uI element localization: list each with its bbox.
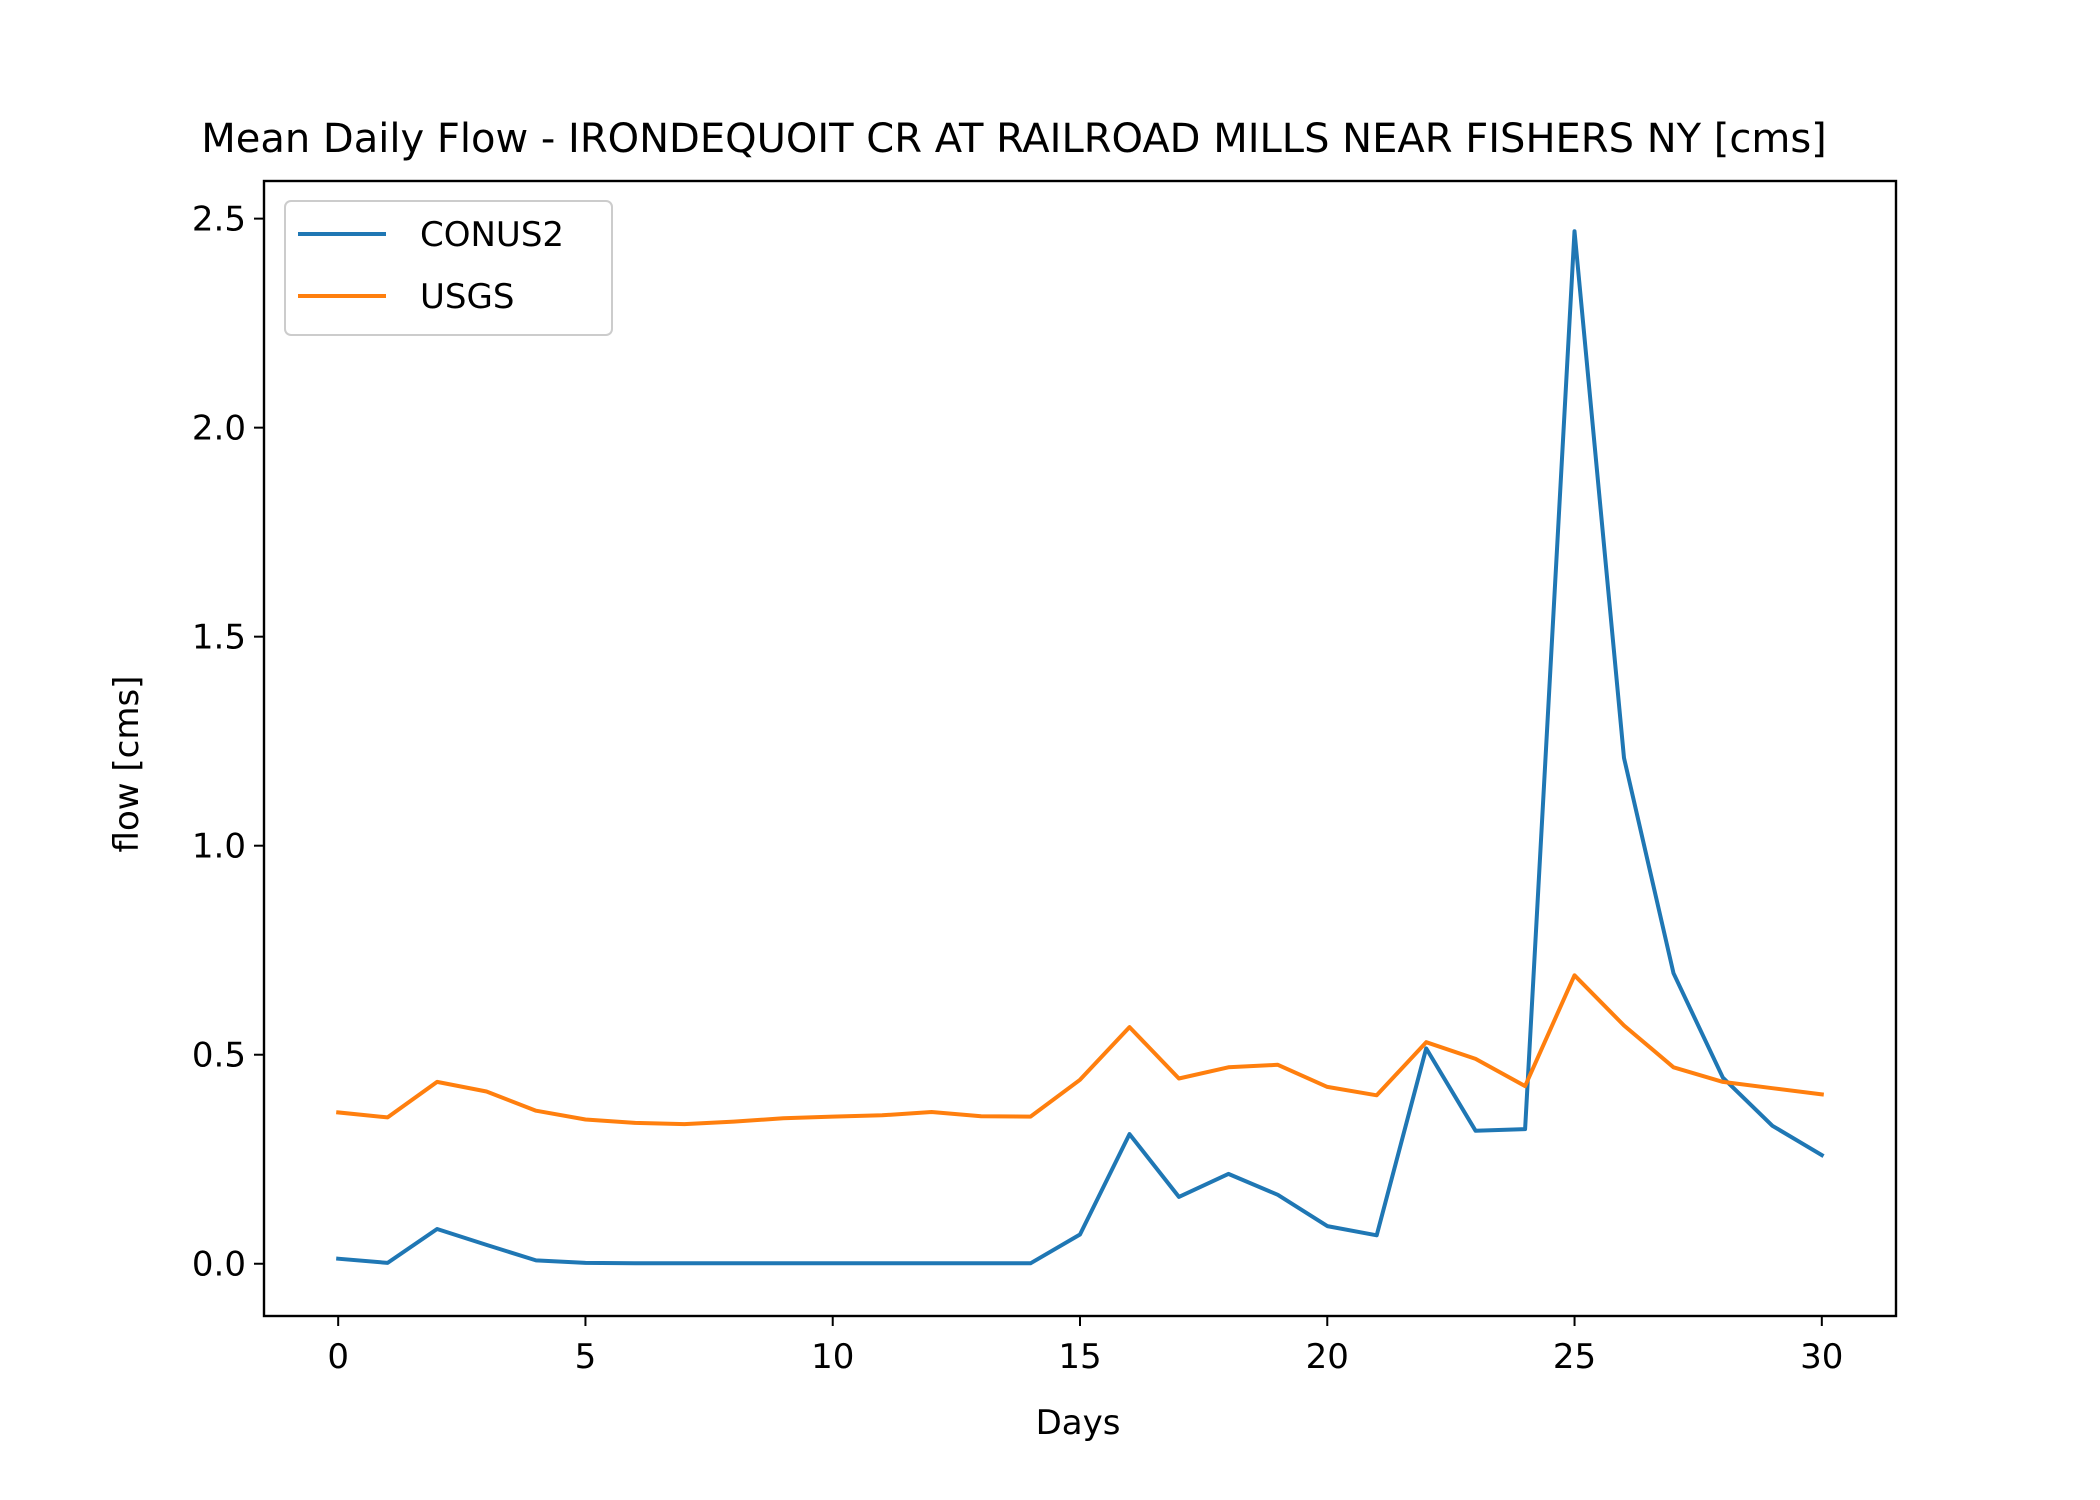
x-tick-label: 30	[1800, 1337, 1843, 1377]
y-tick-label: 1.5	[192, 618, 246, 658]
series-line-usgs	[336, 973, 1825, 1127]
plot-frame	[262, 179, 1898, 1318]
y-axis-label: flow [cms]	[107, 676, 147, 853]
y-tick-label: 2.5	[192, 200, 246, 240]
x-tick-label: 0	[327, 1337, 349, 1377]
x-tick-label: 10	[811, 1337, 854, 1377]
x-axis-label: Days	[1036, 1403, 1121, 1443]
series-lines	[336, 229, 1825, 1266]
x-tick-label: 5	[575, 1337, 597, 1377]
chart-title: Mean Daily Flow - IRONDEQUOIT CR AT RAIL…	[201, 116, 1827, 162]
legend: CONUS2 USGS	[284, 200, 613, 336]
x-tick-label: 25	[1553, 1337, 1596, 1377]
x-tick-label: 20	[1306, 1337, 1349, 1377]
x-tick-label: 15	[1058, 1337, 1101, 1377]
y-tick-label: 1.0	[192, 827, 246, 867]
y-tick-label: 2.0	[192, 409, 246, 449]
x-axis-ticks: 0 5 10 15 20 25 30	[327, 1316, 1843, 1377]
legend-label-usgs: USGS	[420, 277, 514, 317]
y-tick-label: 0.0	[192, 1245, 246, 1285]
y-tick-label: 0.5	[192, 1036, 246, 1076]
y-axis-ticks: 0.0 0.5 1.0 1.5 2.0 2.5	[192, 200, 264, 1285]
series-line-conus2	[336, 229, 1825, 1266]
legend-label-conus2: CONUS2	[420, 215, 564, 255]
